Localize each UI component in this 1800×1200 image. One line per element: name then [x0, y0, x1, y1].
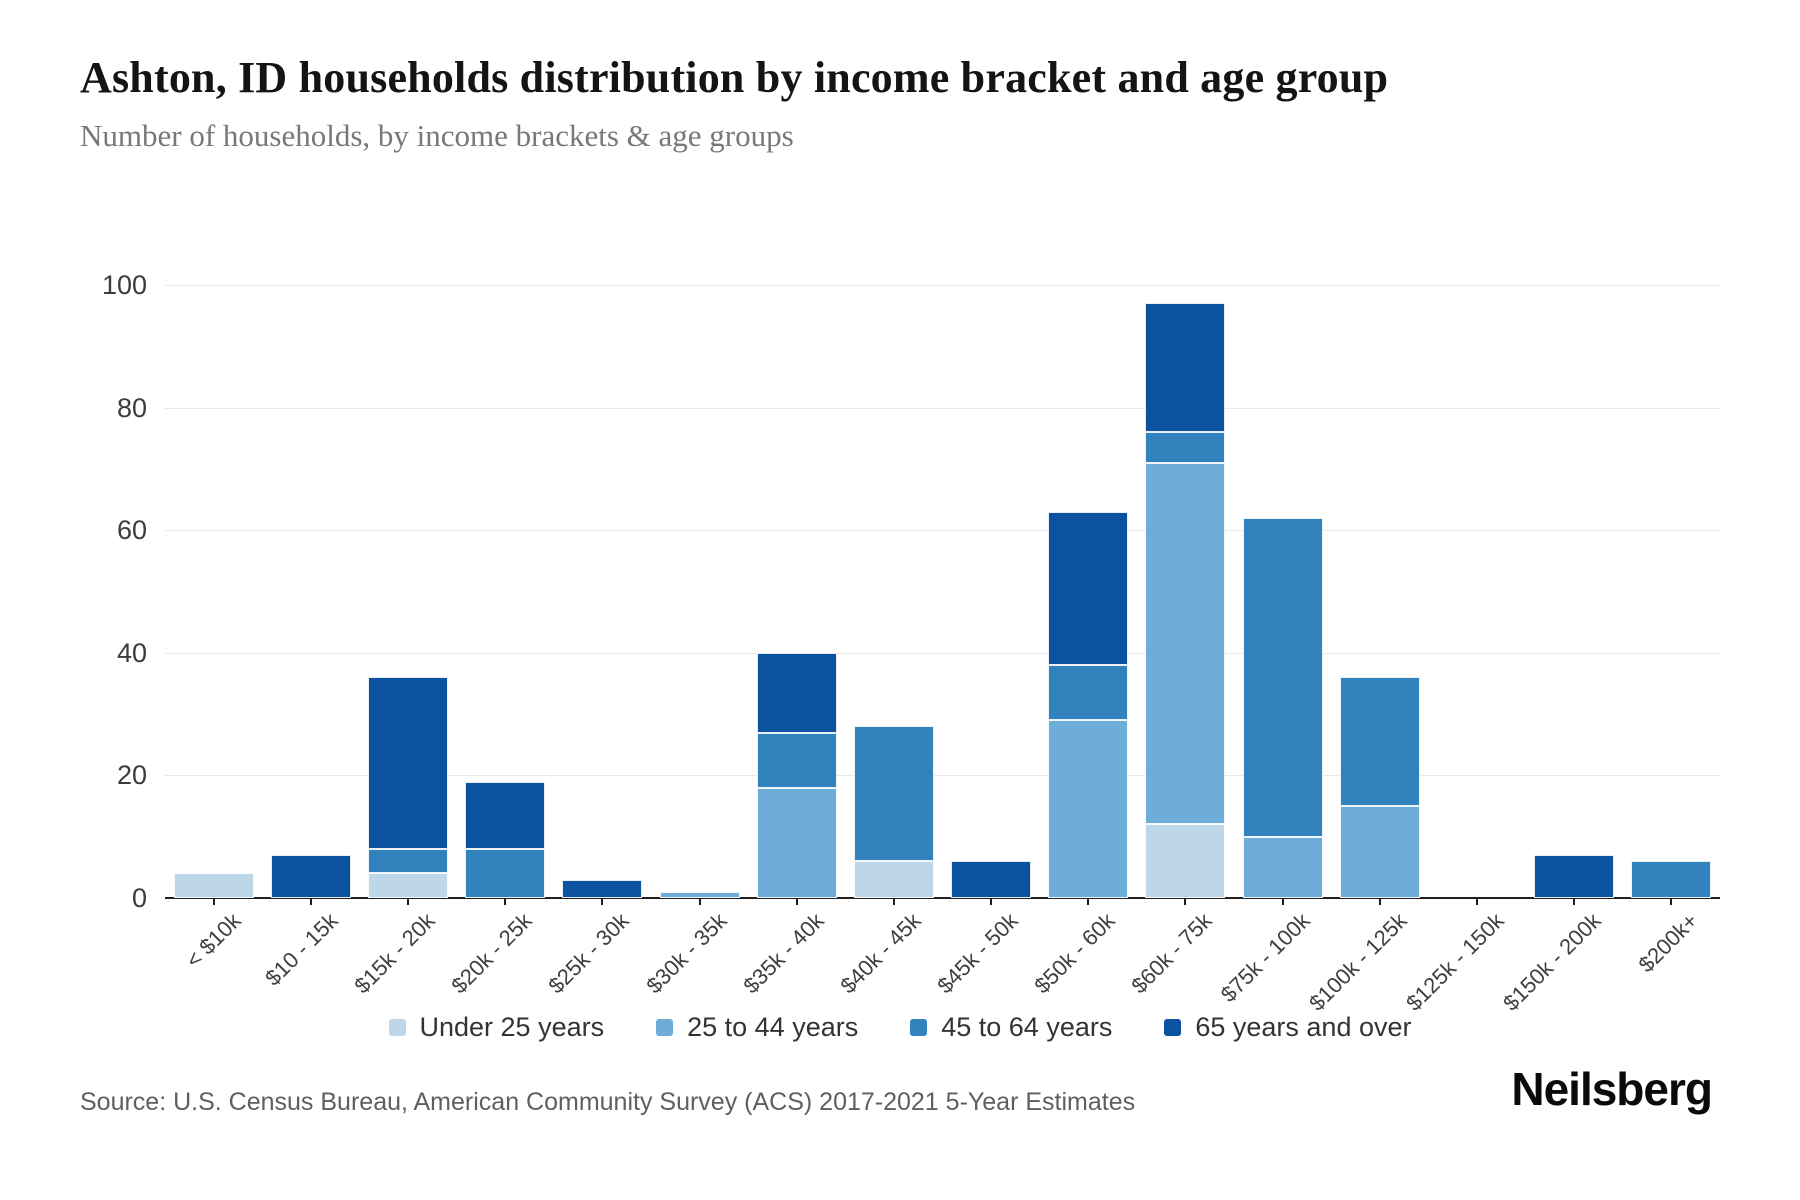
x-axis-tick — [309, 898, 312, 905]
bar-segment-45-to-64-years — [465, 848, 546, 898]
gridline-y-80 — [165, 407, 1720, 409]
page-subtitle: Number of households, by income brackets… — [80, 118, 794, 153]
bar-segment-45-to-64-years — [1631, 861, 1712, 898]
x-axis-category-label: $150k - 200k — [1498, 908, 1606, 1016]
x-axis-tick — [698, 898, 701, 905]
x-axis-category-label: < $10k — [180, 908, 246, 973]
bar-segment-65-years-and-over — [367, 677, 448, 849]
y-axis-tick-label: 60 — [116, 515, 147, 546]
x-axis-category-label: $10 - 15k — [259, 908, 343, 991]
bar-segment-65-years-and-over — [756, 652, 837, 733]
bar-segment-65-years-and-over — [562, 879, 643, 898]
bar-segment-45-to-64-years — [853, 726, 934, 862]
bar-segment-25-to-44-years — [1048, 720, 1129, 898]
bar-segment-25-to-44-years — [1242, 836, 1323, 898]
bar-segment-45-to-64-years — [756, 732, 837, 788]
x-axis-category-label: $15k - 20k — [349, 908, 440, 999]
bar-segment-65-years-and-over — [1145, 303, 1226, 433]
y-axis-tick-label: 20 — [116, 760, 147, 791]
legend-item-under-25-years: Under 25 years — [388, 1012, 605, 1043]
x-axis-category-label: $25k - 30k — [543, 908, 635, 999]
bar-segment-25-to-44-years — [1145, 462, 1226, 825]
gridline-y-100 — [165, 285, 1720, 286]
x-axis-tick — [1087, 898, 1090, 905]
gridline-y-40 — [165, 652, 1720, 654]
bar-segment-45-to-64-years — [1145, 432, 1226, 463]
bar-segment-65-years-and-over — [1048, 511, 1129, 666]
x-axis-tick — [212, 898, 215, 905]
neilsberg-logo: Neilsberg — [1511, 1063, 1713, 1115]
y-axis-tick-label: 100 — [101, 270, 147, 300]
x-axis-category-label: $40k - 45k — [835, 908, 926, 999]
chart-legend: Under 25 years 25 to 44 years 45 to 64 yea… — [0, 1012, 1800, 1043]
bar-segment-45-to-64-years — [1339, 677, 1420, 807]
x-axis-category-label: $30k - 35k — [640, 908, 732, 999]
bar-segment-25-to-44-years — [1339, 806, 1420, 898]
x-axis-tick — [1573, 898, 1576, 905]
x-axis-tick — [1184, 898, 1187, 905]
x-axis-tick — [795, 898, 798, 905]
bar-segment-under-25-years — [1145, 824, 1226, 898]
bar-segment-65-years-and-over — [465, 781, 546, 849]
x-axis-tick — [1378, 898, 1381, 905]
bar-segment-25-to-44-years — [659, 891, 740, 898]
bar-segment-45-to-64-years — [1048, 665, 1129, 721]
x-axis-tick — [1476, 898, 1479, 905]
x-axis-line — [165, 897, 1720, 899]
legend-item-65-years-and-over: 65 years and over — [1164, 1012, 1412, 1043]
x-axis-tick — [406, 898, 409, 905]
bar-segment-under-25-years — [173, 873, 254, 898]
legend-label: 45 to 64 years — [941, 1012, 1113, 1042]
y-axis-tick-label: 0 — [131, 883, 147, 913]
x-axis-category-label: $35k - 40k — [738, 908, 829, 999]
x-axis-category-label: $125k - 150k — [1401, 908, 1509, 1016]
x-axis-tick — [504, 898, 507, 905]
bar-segment-65-years-and-over — [270, 855, 351, 898]
bar-segment-65-years-and-over — [951, 861, 1032, 898]
x-axis-tick — [601, 898, 604, 905]
page-title: Ashton, ID households distribution by in… — [80, 53, 1389, 102]
x-axis-tick — [1281, 898, 1284, 905]
bar-segment-25-to-44-years — [756, 787, 837, 898]
legend-label: Under 25 years — [419, 1012, 605, 1042]
bar-segment-45-to-64-years — [367, 848, 448, 874]
x-axis-category-label: $45k - 50k — [932, 908, 1023, 999]
x-axis-category-label: $75k - 100k — [1215, 908, 1315, 1007]
x-axis-category-label: $60k - 75k — [1126, 908, 1218, 999]
bar-segment-65-years-and-over — [1534, 855, 1615, 898]
gridline-y-20 — [165, 775, 1720, 777]
bar-segment-under-25-years — [853, 861, 934, 898]
x-axis-category-label: $100k - 125k — [1303, 908, 1412, 1016]
legend-swatch-45-to-64-years — [910, 1019, 928, 1036]
legend-swatch-25-to-44-years — [656, 1019, 674, 1036]
y-axis-tick-label: 40 — [116, 637, 147, 668]
x-axis-category-label: $200k+ — [1633, 908, 1704, 978]
source-note: Source: U.S. Census Bureau, American Com… — [80, 1088, 1136, 1116]
bar-segment-under-25-years — [367, 873, 448, 898]
chart-plot-area: 0 20 40 60 80 100 < $10k $10 - 15k $15k - 20k $20… — [102, 270, 1720, 1016]
legend-item-45-to-64-years: 45 to 64 years — [910, 1012, 1112, 1043]
gridline-y-60 — [165, 530, 1720, 532]
legend-label: 65 years and over — [1195, 1012, 1412, 1042]
x-axis-category-label: $20k - 25k — [446, 908, 537, 999]
legend-swatch-under-25-years — [388, 1019, 406, 1036]
x-axis-category-label: $50k - 60k — [1029, 908, 1120, 999]
legend-swatch-65-years-and-over — [1164, 1019, 1182, 1036]
legend-label: 25 to 44 years — [687, 1012, 859, 1042]
x-axis-tick — [892, 898, 895, 905]
x-axis-tick — [1670, 898, 1673, 905]
x-axis-tick — [990, 898, 993, 905]
y-axis-tick-label: 80 — [116, 392, 147, 423]
bar-segment-45-to-64-years — [1242, 517, 1323, 837]
legend-item-25-to-44-years: 25 to 44 years — [656, 1012, 858, 1043]
